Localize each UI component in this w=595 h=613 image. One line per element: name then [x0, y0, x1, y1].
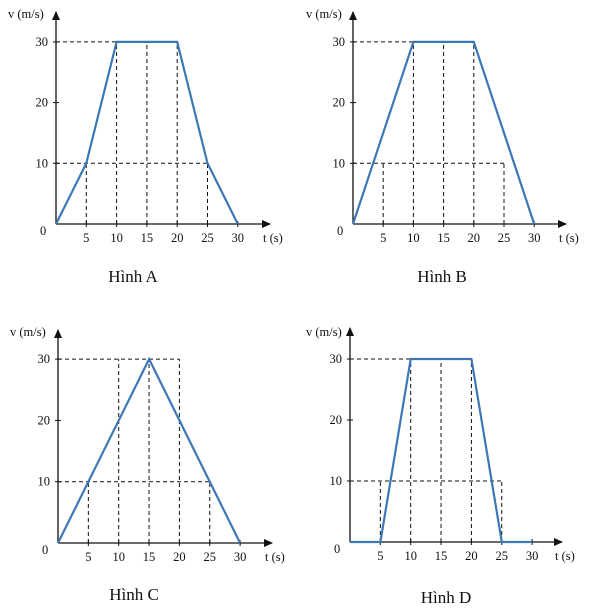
x-tick-label: 5 — [380, 231, 386, 245]
chart-caption: Hình A — [108, 267, 158, 286]
x-axis-label: t (s) — [555, 549, 575, 563]
origin-label: 0 — [40, 224, 46, 238]
x-tick-label: 10 — [404, 549, 417, 563]
origin-label: 0 — [42, 543, 48, 557]
x-tick-label: 30 — [232, 231, 245, 245]
velocity-series-line — [350, 357, 533, 544]
y-tick-label: 20 — [333, 96, 346, 110]
guide-lines — [350, 358, 503, 542]
y-axis-label: v (m/s) — [10, 325, 46, 339]
y-tick-label: 20 — [36, 96, 49, 110]
x-tick-label: 30 — [234, 550, 247, 564]
x-tick-label: 20 — [171, 231, 184, 245]
guide-lines — [353, 41, 505, 224]
x-tick-label: 25 — [496, 549, 509, 563]
x-tick-label: 30 — [528, 231, 541, 245]
x-tick-label: 5 — [377, 549, 383, 563]
chart-panel-c: v (m/s) t (s) 0 Hình C 5 10 15 20 25 30 10 20 30 — [10, 325, 285, 604]
x-tick-label: 10 — [112, 550, 125, 564]
x-tick-label: 25 — [498, 231, 511, 245]
y-axis-label: v (m/s) — [306, 7, 342, 21]
y-tick-label: 30 — [333, 35, 346, 49]
y-tick-label: 30 — [38, 352, 51, 366]
velocity-series-line — [57, 356, 242, 544]
y-tick-label: 30 — [330, 352, 343, 366]
x-tick-label: 5 — [85, 550, 91, 564]
chart-caption: Hình C — [109, 585, 159, 604]
x-axis-label: t (s) — [559, 231, 579, 245]
x-axis-label: t (s) — [263, 231, 283, 245]
x-tick-label: 20 — [468, 231, 481, 245]
x-tick-label: 25 — [201, 231, 214, 245]
origin-label: 0 — [334, 542, 340, 556]
x-tick-label: 15 — [437, 231, 450, 245]
velocity-series-line — [55, 40, 239, 225]
y-tick-label: 10 — [38, 475, 51, 489]
y-tick-label: 30 — [36, 35, 49, 49]
y-tick-label: 20 — [38, 413, 51, 427]
x-tick-label: 20 — [173, 550, 186, 564]
x-axis-label: t (s) — [265, 550, 285, 564]
x-tick-label: 15 — [141, 231, 154, 245]
x-tick-label: 15 — [143, 550, 156, 564]
origin-label: 0 — [337, 224, 343, 238]
y-tick-label: 10 — [333, 156, 346, 170]
chart-panel-b: v (m/s) t (s) 0 Hình B 5 10 15 20 25 30 10 20 30 — [306, 7, 579, 286]
chart-panel-a: v (m/s) t (s) 0 Hình A 5 10 15 20 25 30 10 20 30 — [8, 7, 283, 286]
velocity-series-line — [351, 40, 536, 225]
y-axis-label: v (m/s) — [306, 325, 342, 339]
y-tick-label: 20 — [330, 413, 343, 427]
x-tick-label: 5 — [83, 231, 89, 245]
chart-caption: Hình D — [421, 588, 472, 607]
x-tick-label: 20 — [465, 549, 478, 563]
chart-panel-d: v (m/s) t (s) 0 Hình D 5 10 15 20 25 30 10 20 30 — [306, 325, 575, 607]
x-tick-label: 10 — [407, 231, 420, 245]
x-tick-label: 10 — [110, 231, 123, 245]
y-tick-label: 10 — [36, 156, 49, 170]
x-tick-label: 25 — [204, 550, 217, 564]
guide-lines — [56, 41, 208, 224]
chart-caption: Hình B — [417, 267, 467, 286]
guide-lines — [58, 358, 211, 543]
x-tick-label: 30 — [526, 549, 539, 563]
y-axis-label: v (m/s) — [8, 7, 44, 21]
x-tick-label: 15 — [435, 549, 448, 563]
y-tick-label: 10 — [330, 474, 343, 488]
